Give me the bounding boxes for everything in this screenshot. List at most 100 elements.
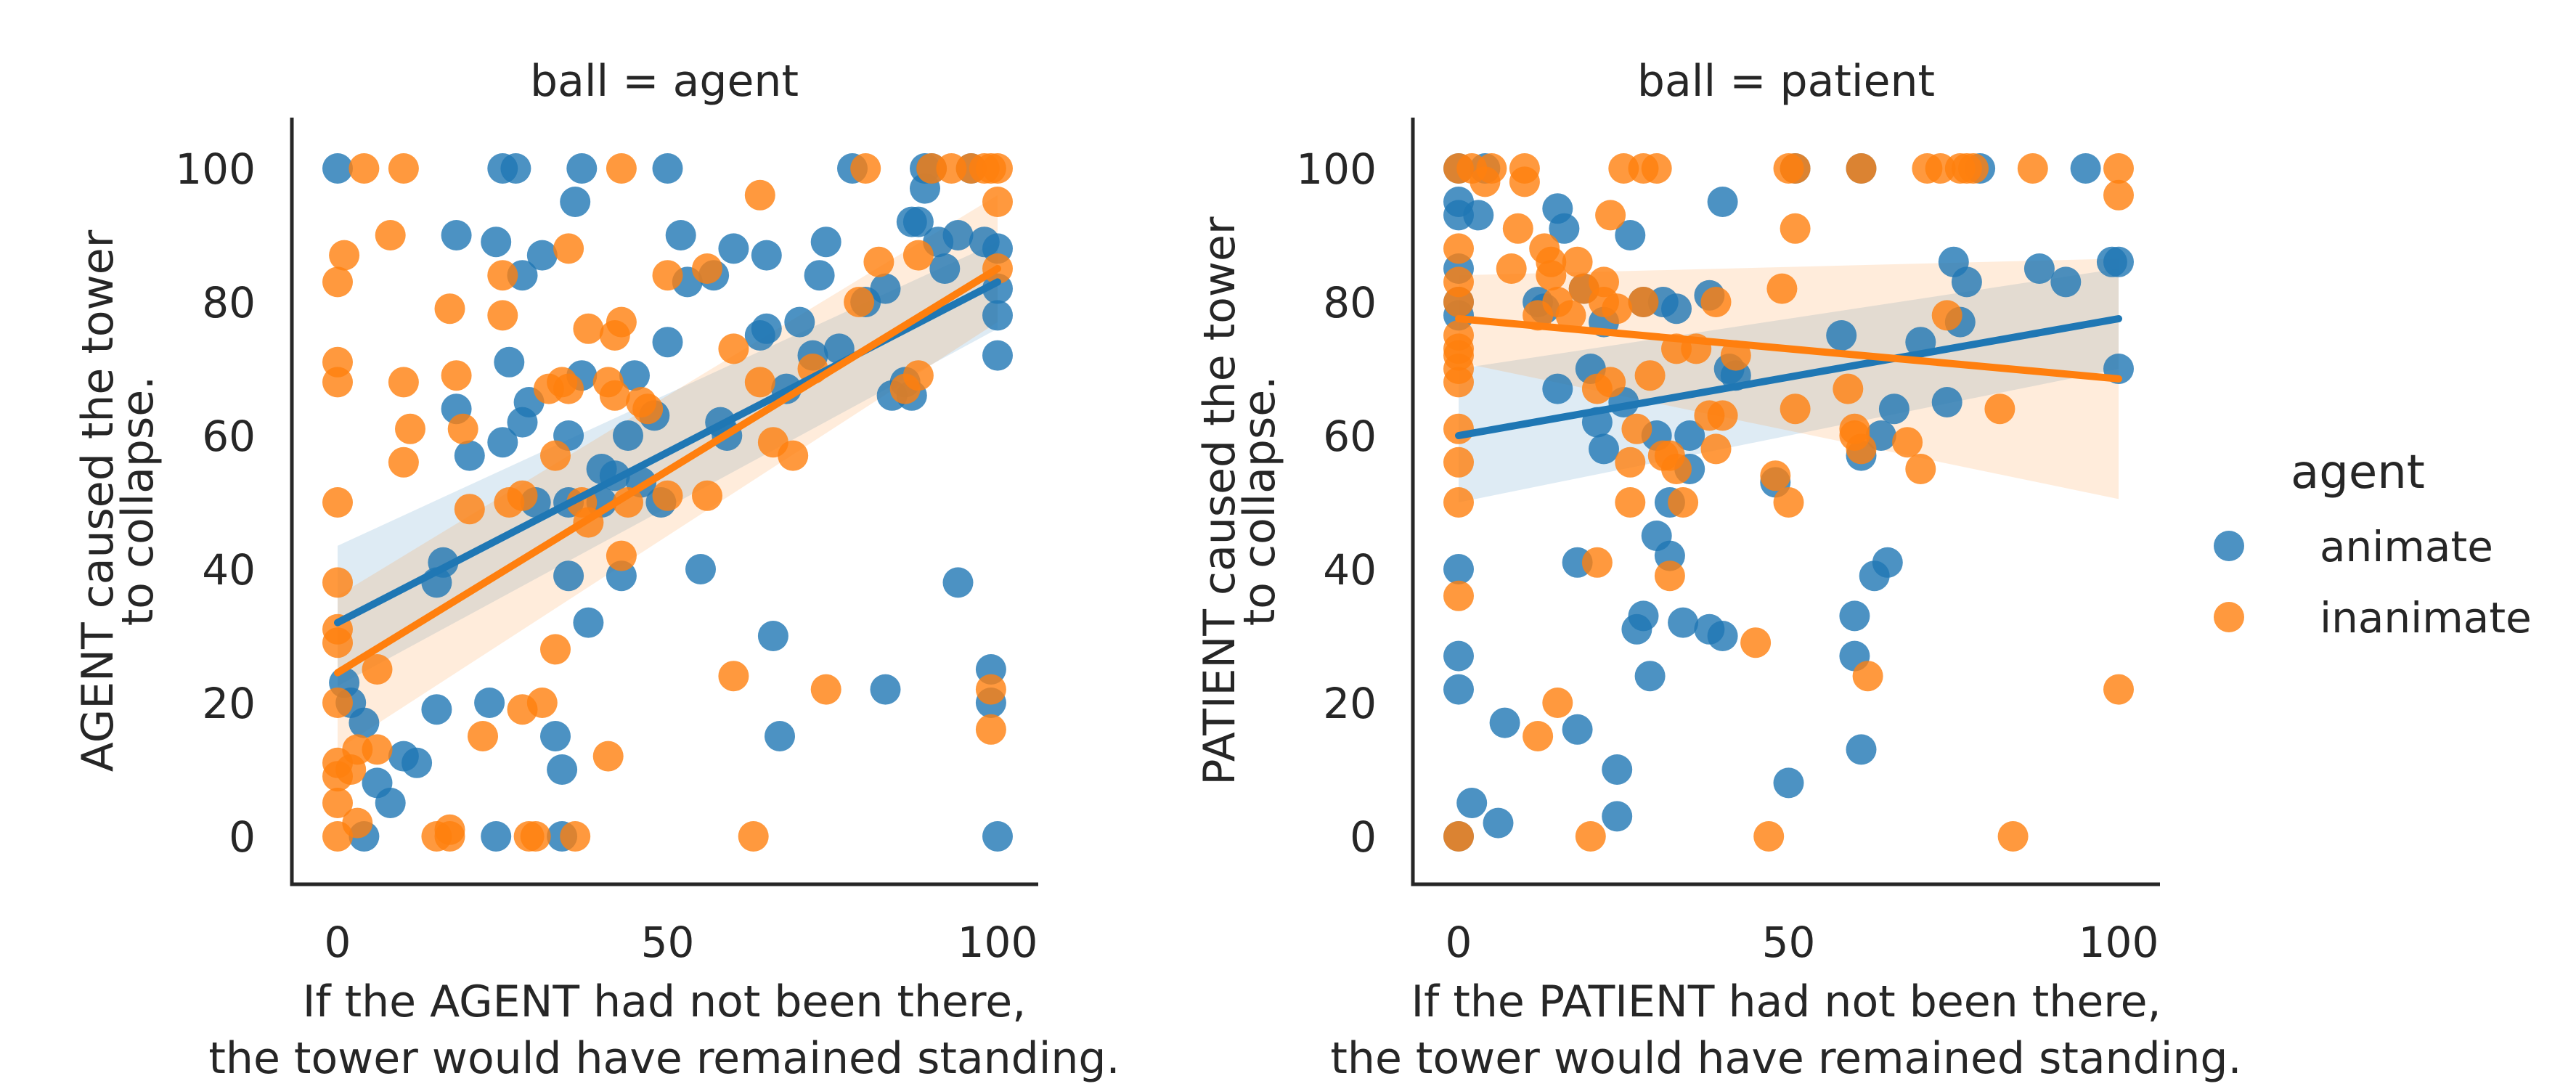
point-inanimate bbox=[902, 360, 934, 391]
y-tick-label: 60 bbox=[1323, 412, 1377, 461]
point-inanimate bbox=[447, 413, 478, 444]
point-inanimate bbox=[1443, 413, 1474, 444]
y-tick-label: 0 bbox=[229, 812, 256, 862]
point-animate bbox=[902, 206, 934, 237]
point-inanimate bbox=[975, 674, 1006, 705]
point-inanimate bbox=[1780, 153, 1811, 184]
point-animate bbox=[526, 240, 558, 271]
point-inanimate bbox=[606, 153, 637, 184]
y-tick-label: 100 bbox=[175, 144, 256, 194]
point-animate bbox=[1951, 266, 1982, 298]
point-inanimate bbox=[322, 688, 353, 718]
point-animate bbox=[500, 153, 531, 184]
point-inanimate bbox=[349, 153, 380, 184]
y-tick-label: 100 bbox=[1296, 144, 1377, 194]
point-inanimate bbox=[1661, 454, 1692, 484]
point-animate bbox=[942, 567, 974, 598]
point-animate bbox=[1463, 200, 1494, 231]
point-animate bbox=[1628, 600, 1659, 632]
point-inanimate bbox=[692, 480, 722, 511]
panel-agent-y-label-line2: to collapse. bbox=[113, 376, 163, 626]
point-inanimate bbox=[1621, 413, 1652, 444]
panel-agent-title: ball = agent bbox=[530, 56, 799, 107]
point-inanimate bbox=[322, 367, 353, 398]
panel-agent: ball = agent 0 50 100 0 20 40 60 80 100 If the … bbox=[73, 56, 1120, 1084]
y-tick-label: 20 bbox=[1323, 679, 1377, 728]
point-animate bbox=[441, 220, 472, 250]
panel-patient: ball = patient 0 50 100 0 20 40 60 80 100 If th… bbox=[1194, 56, 2242, 1084]
x-tick-label: 50 bbox=[1762, 918, 1816, 967]
point-animate bbox=[1542, 373, 1573, 404]
point-inanimate bbox=[599, 380, 630, 411]
point-animate bbox=[1839, 600, 1870, 632]
point-inanimate bbox=[573, 313, 604, 344]
point-animate bbox=[929, 253, 961, 284]
point-inanimate bbox=[1846, 433, 1877, 465]
point-inanimate bbox=[388, 446, 419, 478]
point-animate bbox=[1674, 420, 1705, 451]
point-inanimate bbox=[1668, 487, 1699, 518]
point-animate bbox=[1602, 754, 1633, 785]
point-inanimate bbox=[1443, 446, 1474, 478]
legend-label-inanimate: inanimate bbox=[2320, 593, 2532, 643]
point-inanimate bbox=[1997, 821, 2029, 852]
point-animate bbox=[685, 554, 716, 584]
point-inanimate bbox=[540, 634, 571, 665]
point-animate bbox=[751, 313, 782, 344]
point-inanimate bbox=[1615, 487, 1646, 518]
point-animate bbox=[1668, 607, 1699, 638]
point-inanimate bbox=[342, 807, 373, 839]
point-animate bbox=[1562, 714, 1593, 745]
point-animate bbox=[982, 340, 1013, 371]
point-inanimate bbox=[1707, 400, 1738, 431]
legend-title: agent bbox=[2291, 446, 2425, 499]
point-animate bbox=[402, 747, 433, 778]
point-animate bbox=[1443, 640, 1474, 672]
y-tick-label: 80 bbox=[1323, 278, 1377, 327]
point-inanimate bbox=[362, 654, 393, 685]
point-animate bbox=[2103, 246, 2134, 277]
point-inanimate bbox=[2103, 179, 2134, 211]
point-inanimate bbox=[388, 153, 419, 184]
point-inanimate bbox=[454, 494, 485, 525]
point-animate bbox=[1634, 661, 1666, 692]
point-animate bbox=[322, 153, 353, 184]
point-inanimate bbox=[613, 487, 643, 518]
point-animate bbox=[1602, 801, 1633, 832]
x-tick-label: 100 bbox=[2079, 918, 2159, 967]
point-inanimate bbox=[606, 306, 637, 338]
point-inanimate bbox=[652, 260, 683, 291]
point-inanimate bbox=[375, 220, 406, 250]
point-inanimate bbox=[692, 253, 722, 284]
point-animate bbox=[1489, 707, 1520, 738]
panel-patient-x-label-line2: the tower would have remained standing. bbox=[1330, 1033, 2241, 1084]
point-animate bbox=[573, 607, 604, 638]
point-inanimate bbox=[1905, 454, 1936, 484]
point-inanimate bbox=[1780, 393, 1811, 425]
y-tick-label: 40 bbox=[1323, 545, 1377, 595]
legend-marker-animate bbox=[2214, 531, 2244, 561]
point-inanimate bbox=[1641, 153, 1672, 184]
point-animate bbox=[481, 227, 512, 258]
point-inanimate bbox=[1523, 721, 1554, 751]
point-inanimate bbox=[1555, 300, 1586, 331]
y-tick-label: 60 bbox=[202, 412, 256, 461]
point-inanimate bbox=[744, 367, 775, 398]
point-inanimate bbox=[1476, 153, 1507, 184]
point-inanimate bbox=[468, 721, 498, 751]
regression-line-inanimate bbox=[1455, 315, 2122, 383]
point-animate bbox=[765, 721, 795, 751]
point-animate bbox=[494, 346, 525, 378]
point-inanimate bbox=[1502, 213, 1533, 244]
point-animate bbox=[652, 327, 683, 358]
point-inanimate bbox=[863, 246, 894, 277]
point-inanimate bbox=[322, 567, 353, 598]
point-inanimate bbox=[1654, 560, 1685, 592]
y-tick-label: 0 bbox=[1350, 812, 1377, 862]
point-inanimate bbox=[738, 821, 769, 852]
point-inanimate bbox=[1509, 166, 1540, 197]
point-inanimate bbox=[434, 293, 465, 325]
point-animate bbox=[1661, 293, 1692, 325]
point-inanimate bbox=[844, 287, 875, 317]
point-inanimate bbox=[388, 367, 419, 398]
